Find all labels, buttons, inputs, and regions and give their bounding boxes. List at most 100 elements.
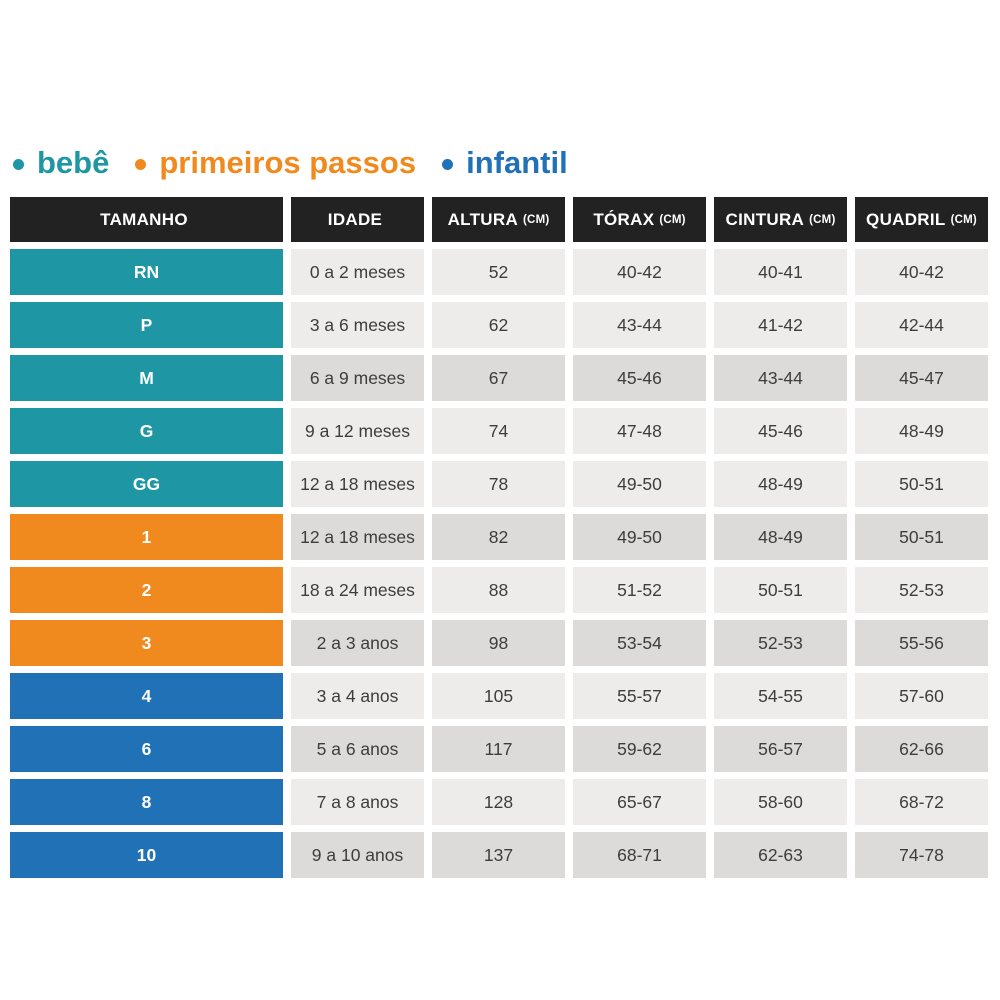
quadril-cell: 62-66 [855, 726, 988, 772]
column-header-label: QUADRIL [866, 209, 946, 229]
torax-cell: 53-54 [573, 620, 706, 666]
legend-item-infantil: infantil [442, 145, 568, 180]
size-cell: G [10, 408, 283, 454]
altura-cell: 98 [432, 620, 565, 666]
quadril-cell: 50-51 [855, 461, 988, 507]
size-cell: 1 [10, 514, 283, 560]
idade-cell: 3 a 6 meses [291, 302, 424, 348]
idade-cell: 3 a 4 anos [291, 673, 424, 719]
legend-label: infantil [466, 145, 568, 180]
torax-cell: 49-50 [573, 514, 706, 560]
column-header-idade: IDADE [291, 197, 424, 242]
cintura-cell: 62-63 [714, 832, 847, 878]
size-chart-table: TAMANHO IDADE ALTURA (CM) TÓRAX (CM) CINTU… [10, 197, 988, 878]
torax-cell: 43-44 [573, 302, 706, 348]
altura-cell: 82 [432, 514, 565, 560]
size-cell: 3 [10, 620, 283, 666]
size-cell: 2 [10, 567, 283, 613]
altura-cell: 105 [432, 673, 565, 719]
idade-cell: 12 a 18 meses [291, 514, 424, 560]
size-cell: P [10, 302, 283, 348]
idade-cell: 18 a 24 meses [291, 567, 424, 613]
quadril-cell: 74-78 [855, 832, 988, 878]
idade-cell: 0 a 2 meses [291, 249, 424, 295]
column-header-tamanho: TAMANHO [10, 197, 283, 242]
size-cell: 4 [10, 673, 283, 719]
cintura-cell: 56-57 [714, 726, 847, 772]
altura-cell: 88 [432, 567, 565, 613]
altura-cell: 67 [432, 355, 565, 401]
cintura-cell: 52-53 [714, 620, 847, 666]
altura-cell: 74 [432, 408, 565, 454]
idade-cell: 9 a 12 meses [291, 408, 424, 454]
column-header-unit: (CM) [659, 213, 686, 226]
altura-cell: 78 [432, 461, 565, 507]
cintura-cell: 40-41 [714, 249, 847, 295]
column-header-altura: ALTURA (CM) [432, 197, 565, 242]
column-header-unit: (CM) [950, 213, 977, 226]
cintura-cell: 41-42 [714, 302, 847, 348]
column-header-label: ALTURA [447, 209, 519, 229]
altura-cell: 62 [432, 302, 565, 348]
column-header-label: TÓRAX [593, 209, 655, 229]
size-cell: 10 [10, 832, 283, 878]
quadril-cell: 42-44 [855, 302, 988, 348]
idade-cell: 5 a 6 anos [291, 726, 424, 772]
cintura-cell: 45-46 [714, 408, 847, 454]
idade-cell: 2 a 3 anos [291, 620, 424, 666]
torax-cell: 65-67 [573, 779, 706, 825]
quadril-cell: 40-42 [855, 249, 988, 295]
idade-cell: 12 a 18 meses [291, 461, 424, 507]
cintura-cell: 58-60 [714, 779, 847, 825]
torax-cell: 59-62 [573, 726, 706, 772]
bullet-icon [442, 159, 454, 171]
torax-cell: 51-52 [573, 567, 706, 613]
quadril-cell: 68-72 [855, 779, 988, 825]
column-header-unit: (CM) [523, 213, 550, 226]
altura-cell: 52 [432, 249, 565, 295]
size-cell: 8 [10, 779, 283, 825]
quadril-cell: 50-51 [855, 514, 988, 560]
column-header-torax: TÓRAX (CM) [573, 197, 706, 242]
size-cell: GG [10, 461, 283, 507]
torax-cell: 49-50 [573, 461, 706, 507]
legend-item-primeiros-passos: primeiros passos [135, 145, 417, 180]
column-header-quadril: QUADRIL (CM) [855, 197, 988, 242]
altura-cell: 137 [432, 832, 565, 878]
torax-cell: 68-71 [573, 832, 706, 878]
cintura-cell: 48-49 [714, 461, 847, 507]
size-cell: RN [10, 249, 283, 295]
idade-cell: 9 a 10 anos [291, 832, 424, 878]
altura-cell: 128 [432, 779, 565, 825]
quadril-cell: 48-49 [855, 408, 988, 454]
column-header-label: TAMANHO [100, 209, 188, 229]
quadril-cell: 57-60 [855, 673, 988, 719]
size-cell: 6 [10, 726, 283, 772]
column-header-cintura: CINTURA (CM) [714, 197, 847, 242]
size-cell: M [10, 355, 283, 401]
column-header-unit: (CM) [809, 213, 836, 226]
idade-cell: 6 a 9 meses [291, 355, 424, 401]
idade-cell: 7 a 8 anos [291, 779, 424, 825]
cintura-cell: 50-51 [714, 567, 847, 613]
quadril-cell: 55-56 [855, 620, 988, 666]
column-header-label: IDADE [327, 209, 383, 229]
bullet-icon [135, 159, 147, 171]
quadril-cell: 45-47 [855, 355, 988, 401]
size-group-legend: bebê primeiros passos infantil [13, 145, 568, 180]
cintura-cell: 48-49 [714, 514, 847, 560]
legend-item-bebe: bebê [13, 145, 110, 180]
legend-label: primeiros passos [159, 145, 417, 180]
column-header-label: CINTURA [725, 209, 805, 229]
legend-label: bebê [37, 145, 110, 180]
altura-cell: 117 [432, 726, 565, 772]
torax-cell: 40-42 [573, 249, 706, 295]
torax-cell: 55-57 [573, 673, 706, 719]
torax-cell: 47-48 [573, 408, 706, 454]
cintura-cell: 54-55 [714, 673, 847, 719]
bullet-icon [13, 159, 24, 171]
quadril-cell: 52-53 [855, 567, 988, 613]
cintura-cell: 43-44 [714, 355, 847, 401]
torax-cell: 45-46 [573, 355, 706, 401]
